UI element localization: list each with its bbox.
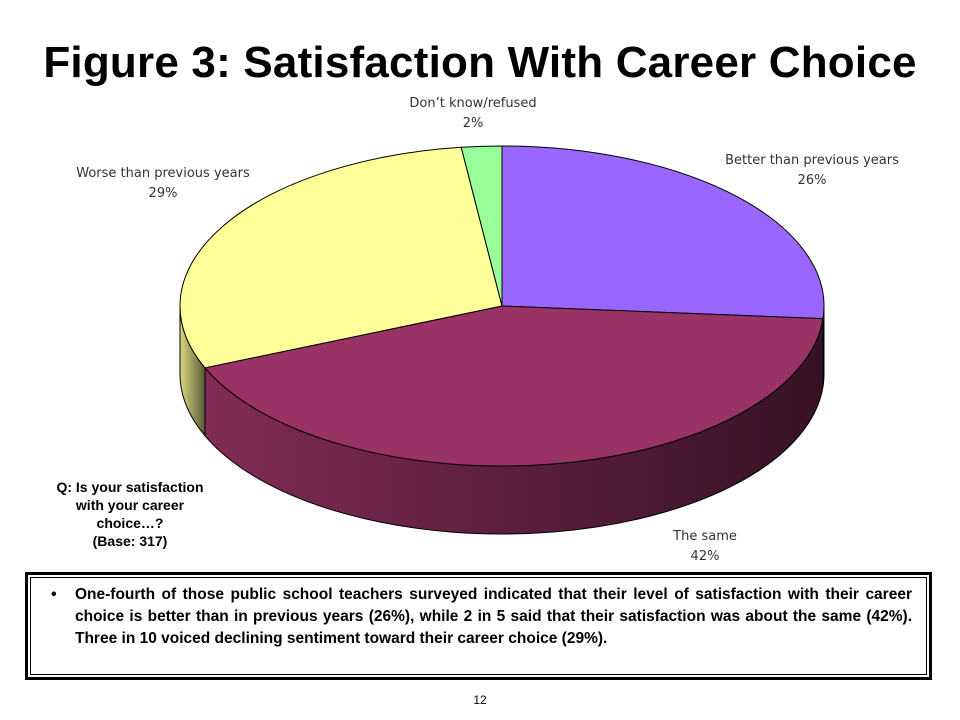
pie-slice-1	[204, 305, 824, 467]
page-number: 12	[473, 693, 487, 707]
slice-value-label: 26%	[798, 173, 827, 188]
page-title: Figure 3: Satisfaction With Career Choic…	[43, 38, 917, 87]
bullet-icon: •	[51, 586, 57, 603]
slice-name-label: Worse than previous years	[76, 166, 250, 181]
pie-labels: Better than previous years 26% The same 42%…	[76, 96, 899, 564]
question-base: (Base: 317)	[92, 533, 168, 549]
slice-value-label: 29%	[149, 186, 178, 201]
summary-box: • One-fourth of those public school teac…	[25, 572, 932, 680]
summary-bullet-item: • One-fourth of those public school teac…	[51, 584, 912, 650]
question-line: with your career	[75, 497, 185, 513]
pie-tops	[179, 145, 825, 467]
slice-name-label: The same	[672, 529, 737, 544]
question-line: choice…?	[96, 515, 164, 531]
pie-chart: Better than previous years 26% The same 42%…	[76, 96, 899, 564]
summary-inner: • One-fourth of those public school teac…	[30, 577, 927, 675]
slice-value-label: 42%	[691, 549, 720, 564]
pie-slice-0	[501, 145, 825, 320]
slice-name-label: Don’t know/refused	[409, 96, 536, 111]
pie-slice-3	[460, 145, 503, 307]
slice-value-label: 2%	[463, 116, 484, 131]
slice-name-label: Better than previous years	[725, 153, 899, 168]
summary-text: One-fourth of those public school teache…	[75, 586, 912, 647]
question-line: Q: Is your satisfaction	[56, 479, 204, 495]
pie-slice-2	[179, 146, 503, 369]
question-text: Q: Is your satisfaction with your career…	[30, 478, 230, 550]
